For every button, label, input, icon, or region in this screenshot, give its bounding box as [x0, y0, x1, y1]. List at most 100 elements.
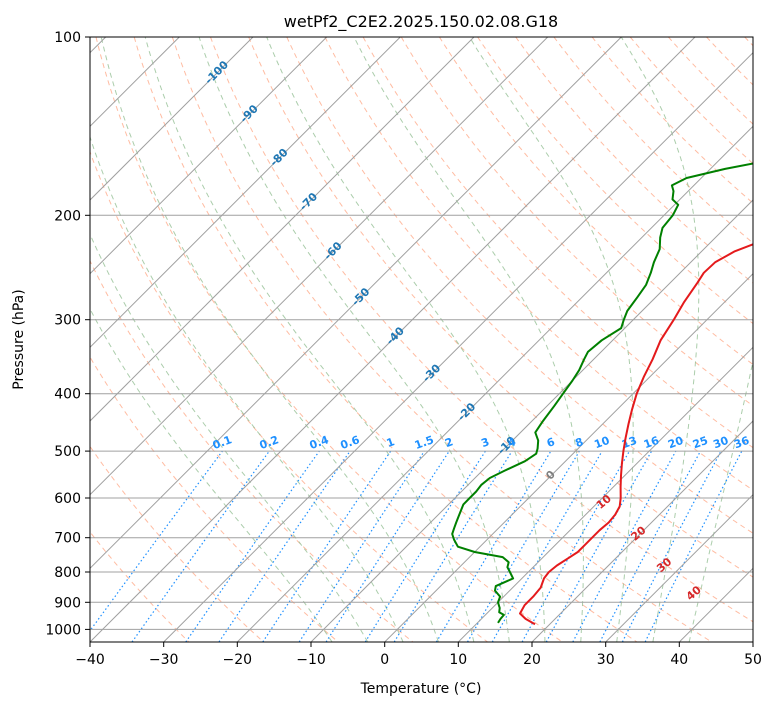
x-tick-label: −20: [223, 652, 253, 668]
mixing-ratio-line: [131, 450, 270, 642]
mixing-ratio-line: [262, 450, 392, 642]
moist-adiabat-line: [90, 232, 369, 642]
mixing-ratio-label: 1: [385, 435, 397, 450]
mixing-ratio-label: 4: [506, 435, 518, 450]
chart-title: wetPf2_C2E2.2025.150.02.08.G18: [284, 12, 558, 32]
x-tick-label: −10: [296, 652, 326, 668]
dry-adiabat-line: [90, 531, 190, 642]
temperature-profile-line: [519, 243, 753, 626]
mixing-ratio-label: 16: [642, 434, 661, 452]
isotherm-line: [90, 37, 475, 422]
x-tick-label: 20: [523, 652, 541, 668]
x-axis-label: Temperature (°C): [360, 681, 482, 697]
y-tick-label: 600: [54, 491, 81, 507]
mixing-ratio-line: [644, 450, 743, 642]
dry-adiabat-line: [95, 37, 563, 642]
y-tick-label: 100: [54, 30, 81, 46]
dry-adiabat-line: [591, 37, 753, 204]
isotherm-line: [236, 125, 753, 642]
dry-adiabats: [90, 37, 753, 642]
isotherm-line: [457, 346, 753, 642]
sounding-series: [451, 162, 753, 626]
x-tick-label: 0: [380, 652, 389, 668]
mixing-ratio-line: [545, 450, 653, 642]
plot-area: -100-90-80-70-60-50-40-30-20-1000.1 0.2 0.…: [90, 37, 753, 642]
y-tick-label: 700: [54, 531, 81, 547]
mixing-ratio-line: [90, 450, 223, 632]
plot-frame: [89, 36, 754, 643]
mixing-ratio-label: 3: [479, 435, 491, 450]
x-axis-ticks: −40 −30 −20 −10 0 10 20 30 40 50: [75, 642, 762, 668]
y-tick-label: 500: [54, 444, 81, 460]
isotherm-line: [310, 199, 753, 642]
dry-adiabat-line: [210, 37, 753, 623]
moist-adiabat-line: [90, 135, 404, 642]
isotherm-line: [605, 493, 753, 642]
dry-adiabat-line: [477, 37, 753, 325]
isotherm-line: [90, 37, 622, 570]
isotherm-line: [90, 37, 696, 642]
dry-adiabat-line: [133, 37, 638, 642]
x-tick-label: 40: [670, 652, 688, 668]
mixing-ratio-label: 10: [593, 434, 612, 452]
mixing-ratio-line: [325, 450, 450, 642]
mixing-ratio-lines: [90, 450, 743, 642]
mixing-ratio-line: [521, 450, 631, 642]
dry-adiabat-line: [90, 445, 264, 642]
mixing-ratio-label: 2: [443, 435, 455, 450]
x-tick-label: 30: [597, 652, 615, 668]
dry-adiabat-line: [90, 259, 414, 642]
dry-adiabat-line: [248, 37, 753, 578]
mixing-ratio-label: 0.4: [308, 433, 331, 452]
y-tick-label: 200: [54, 208, 81, 224]
isotherm-line: [90, 37, 401, 349]
mixing-ratio-label: 25: [691, 434, 710, 451]
mixing-ratio-line: [218, 450, 351, 642]
mixing-ratio-label: 6: [545, 435, 557, 450]
mixing-ratio-line: [393, 450, 513, 642]
dry-adiabat-line: [438, 37, 753, 366]
mixing-ratio-label: 36: [732, 434, 751, 452]
y-tick-label: 400: [54, 387, 81, 403]
dewpoint-profile-line: [451, 162, 753, 624]
mixing-ratio-label: 0.2: [258, 433, 281, 452]
moist-adiabat-line: [353, 37, 584, 642]
moist-adiabat-line: [144, 37, 475, 642]
dry-adiabat-line: [515, 37, 753, 284]
y-axis-ticks: 100 200 300 400 500 600 700 800 900 1000: [45, 30, 90, 638]
isotherm-line: [384, 272, 753, 642]
isotherm-line: [163, 51, 753, 642]
x-tick-label: 10: [449, 652, 467, 668]
mixing-ratio-label: 8: [573, 435, 585, 450]
dry-adiabat-line: [400, 37, 753, 407]
isotherm-grid: [90, 37, 753, 642]
mixing-ratio-label: 0.6: [339, 433, 362, 452]
y-tick-label: 900: [54, 595, 81, 611]
isobar-grid: [90, 37, 753, 630]
mixing-ratio-label: 0.1: [211, 433, 234, 452]
isotherm-line: [90, 37, 254, 201]
mixing-ratio-line: [298, 450, 425, 642]
moist-adiabat-line: [266, 37, 546, 642]
y-tick-label: 1000: [45, 622, 81, 638]
mixing-ratio-label: 20: [666, 434, 685, 452]
x-tick-label: 50: [744, 652, 762, 668]
x-tick-label: −30: [149, 652, 179, 668]
isotherm-line: [90, 37, 549, 496]
mixing-ratio-label: 1.5: [413, 433, 436, 452]
mixing-ratio-label: 30: [711, 434, 730, 452]
mixing-ratio-line: [572, 450, 677, 642]
y-tick-label: 300: [54, 313, 81, 329]
isotherm-line: [90, 37, 328, 275]
x-tick-label: −40: [75, 652, 105, 668]
dry-adiabat-line: [629, 37, 753, 165]
dry-adiabat-line: [171, 37, 712, 642]
mixing-ratio-line: [185, 450, 320, 642]
moist-adiabat-line: [100, 37, 439, 642]
y-tick-label: 800: [54, 565, 81, 581]
dry-adiabat-line: [362, 37, 753, 449]
isotherm-line: [531, 420, 753, 642]
y-axis-label: Pressure (hPa): [11, 289, 27, 389]
